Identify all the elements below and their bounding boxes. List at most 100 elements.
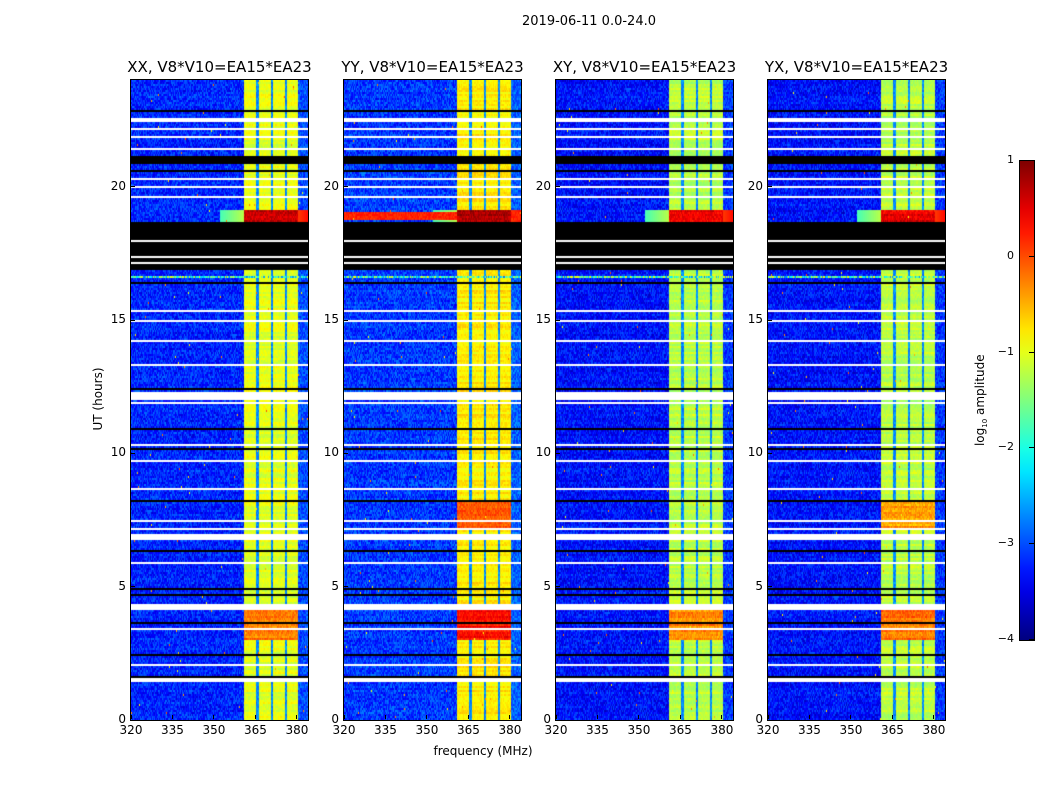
y-tick-label: 10 <box>110 445 126 460</box>
y-tick-label: 5 <box>118 578 126 593</box>
y-tick <box>556 319 560 321</box>
colorbar-tick <box>1029 543 1034 545</box>
x-tick-label: 335 <box>798 723 821 737</box>
x-tick-label: 320 <box>544 723 568 737</box>
panel-title: XY, V8*V10=EA15*EA23 <box>552 58 737 76</box>
colorbar-tick <box>1029 447 1034 449</box>
colorbar-tick-label: 1 <box>1007 153 1014 166</box>
y-tick-label: 5 <box>543 578 551 593</box>
y-tick <box>344 319 348 321</box>
colorbar <box>1019 160 1035 641</box>
panel-yx: YX, V8*V10=EA15*EA23 0 5 10 15 20 320 335 350 365… <box>748 58 948 737</box>
y-tick <box>131 719 135 721</box>
y-tick <box>556 586 560 588</box>
y-tick <box>344 719 348 721</box>
y-tick <box>768 719 772 721</box>
y-tick <box>344 452 348 454</box>
x-tick <box>850 715 852 719</box>
colorbar-label-rest: amplitude <box>972 354 987 419</box>
colorbar-tick <box>1029 639 1034 640</box>
panel-title: XX, V8*V10=EA15*EA23 <box>127 58 312 76</box>
x-tick-label: 380 <box>285 723 309 737</box>
y-tick-label: 20 <box>323 178 339 193</box>
x-tick-label: 380 <box>922 723 946 737</box>
y-tick-label: 0 <box>331 712 339 726</box>
x-tick <box>721 715 723 719</box>
y-tick-label: 10 <box>747 445 763 460</box>
y-tick <box>556 452 560 454</box>
y-tick-label: 0 <box>118 712 126 726</box>
colorbar-tick-label: −4 <box>997 632 1014 645</box>
x-tick <box>254 715 256 719</box>
y-tick-label: 10 <box>323 445 339 460</box>
y-tick <box>344 186 348 188</box>
colorbar-tick-label: 0 <box>1007 248 1014 262</box>
y-tick-label: 5 <box>331 578 339 593</box>
x-tick <box>509 715 511 719</box>
x-tick-label: 365 <box>669 723 692 737</box>
x-tick <box>384 715 386 719</box>
x-tick <box>638 715 640 719</box>
x-tick <box>555 715 557 719</box>
y-tick <box>131 186 135 188</box>
x-tick-label: 320 <box>756 723 780 737</box>
x-tick-label: 350 <box>839 723 863 737</box>
colorbar-label-log: log <box>972 427 987 447</box>
x-tick-label: 335 <box>374 723 397 737</box>
colorbar-tick <box>1029 351 1034 353</box>
x-tick-label: 335 <box>161 723 184 737</box>
panel-title: YY, V8*V10=EA15*EA23 <box>341 58 524 76</box>
x-tick <box>596 715 598 719</box>
y-tick <box>768 186 772 188</box>
y-tick <box>131 452 135 454</box>
y-tick <box>768 452 772 454</box>
x-tick-label: 365 <box>881 723 904 737</box>
x-tick <box>891 715 893 719</box>
x-tick <box>426 715 428 719</box>
colorbar-tick-label: −1 <box>997 344 1014 358</box>
x-tick <box>343 715 345 719</box>
y-tick-label: 0 <box>543 712 551 726</box>
heatmap-xy <box>556 80 733 720</box>
y-tick <box>556 719 560 721</box>
colorbar-label: log10 amplitude <box>973 350 989 450</box>
panel-yy: YY, V8*V10=EA15*EA23 0 5 10 15 20 320 335 350 365… <box>324 58 524 737</box>
y-tick-label: 20 <box>110 178 126 193</box>
panel-xx: XX, V8*V10=EA15*EA23 0 5 10 15 20 320 335 350 365… <box>111 58 312 737</box>
x-tick-label: 335 <box>586 723 609 737</box>
colorbar-label-sub: 10 <box>981 418 990 428</box>
x-tick-label: 350 <box>202 723 226 737</box>
x-tick <box>767 715 769 719</box>
heatmap-yy <box>344 80 521 720</box>
y-tick-label: 15 <box>323 312 339 326</box>
panel-xy: XY, V8*V10=EA15*EA23 0 5 10 15 20 320 335 350 365… <box>536 58 736 737</box>
x-tick-label: 350 <box>415 723 439 737</box>
x-tick <box>679 715 681 719</box>
colorbar-tick <box>1029 160 1034 161</box>
x-tick-label: 380 <box>498 723 522 737</box>
x-tick <box>171 715 173 719</box>
x-tick <box>296 715 298 719</box>
colorbar-tick-label: −2 <box>997 440 1014 454</box>
y-tick <box>344 586 348 588</box>
x-tick <box>130 715 132 719</box>
y-tick <box>768 319 772 321</box>
x-tick <box>933 715 935 719</box>
y-tick-label: 0 <box>755 712 763 726</box>
x-axis-label: frequency (MHz) <box>433 744 533 758</box>
x-tick-label: 350 <box>627 723 651 737</box>
x-tick-label: 320 <box>119 723 143 737</box>
y-tick-label: 5 <box>755 578 763 593</box>
y-tick <box>556 186 560 188</box>
y-tick-label: 15 <box>747 312 763 326</box>
y-tick <box>768 586 772 588</box>
figure-title: 2019-06-11 0.0-24.0 <box>522 14 656 29</box>
colorbar-tick <box>1029 255 1034 257</box>
y-tick <box>131 586 135 588</box>
x-tick <box>808 715 810 719</box>
x-tick-label: 380 <box>710 723 734 737</box>
y-tick <box>131 319 135 321</box>
y-tick-label: 15 <box>535 312 551 326</box>
heatmap-xx <box>131 80 308 720</box>
